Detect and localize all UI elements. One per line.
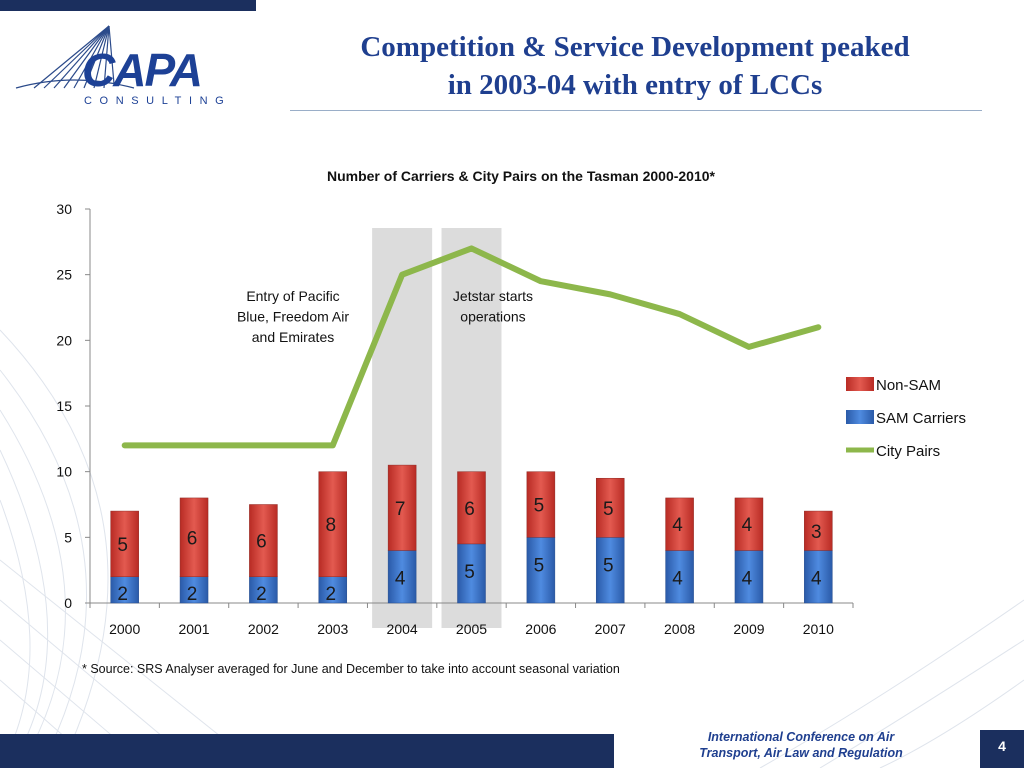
x-tick-label: 2008 xyxy=(664,621,695,637)
bar-non-sam xyxy=(387,464,417,551)
bar-non-sam xyxy=(249,504,278,577)
conference-line1: International Conference on Air xyxy=(707,730,895,744)
data-label-non-sam: 5 xyxy=(117,535,128,556)
x-tick-label: 2002 xyxy=(248,621,279,637)
data-label-non-sam: 7 xyxy=(395,499,406,520)
data-label-sam: 5 xyxy=(464,562,475,583)
page-number: 4 xyxy=(980,730,1024,768)
data-label-non-sam: 4 xyxy=(672,515,683,536)
bar-sam-carriers xyxy=(595,537,625,604)
data-label-non-sam: 6 xyxy=(256,532,267,553)
line-city-pairs xyxy=(121,245,822,449)
slide-title-line2: in 2003-04 with entry of LCCs xyxy=(447,69,823,101)
y-tick-label: 5 xyxy=(64,529,72,545)
conference-line2: Transport, Air Law and Regulation xyxy=(699,746,903,760)
annotation-2004: Blue, Freedom Air xyxy=(237,309,349,325)
data-label-sam: 5 xyxy=(534,555,545,576)
legend-label: Non-SAM xyxy=(876,377,941,394)
title-divider xyxy=(290,110,982,111)
data-label-non-sam: 8 xyxy=(325,515,336,536)
bar-non-sam xyxy=(457,471,486,545)
bar-non-sam xyxy=(665,497,694,551)
data-label-non-sam: 6 xyxy=(464,499,475,520)
chart-title: Number of Carriers & City Pairs on the T… xyxy=(327,168,716,184)
y-tick-label: 15 xyxy=(56,398,72,414)
x-tick-label: 2010 xyxy=(803,621,834,637)
y-tick-label: 0 xyxy=(64,595,72,611)
annotation-2005: Jetstar starts xyxy=(453,288,533,304)
legend-label: City Pairs xyxy=(876,443,940,460)
capa-logo: CAPA CONSULTING xyxy=(14,22,264,112)
bar-sam-carriers xyxy=(665,550,694,604)
x-tick-label: 2001 xyxy=(178,621,209,637)
top-accent-bar xyxy=(0,0,256,11)
y-tick-label: 25 xyxy=(56,267,72,283)
data-label-sam: 2 xyxy=(256,584,267,605)
data-label-non-sam: 5 xyxy=(534,496,545,517)
x-tick-label: 2004 xyxy=(387,621,418,637)
x-tick-label: 2009 xyxy=(733,621,764,637)
bar-sam-carriers xyxy=(179,576,209,604)
data-label-non-sam: 6 xyxy=(187,528,198,549)
bar-sam-carriers xyxy=(387,550,417,604)
legend-label: SAM Carriers xyxy=(876,410,966,427)
bar-non-sam xyxy=(595,477,625,538)
slide-title: Competition & Service Development peaked… xyxy=(290,28,980,104)
bar-non-sam xyxy=(110,510,139,577)
source-footnote: * Source: SRS Analyser averaged for June… xyxy=(82,662,620,676)
data-label-sam: 2 xyxy=(117,584,128,605)
data-label-sam: 4 xyxy=(811,568,822,589)
x-tick-label: 2005 xyxy=(456,621,487,637)
data-label-sam: 2 xyxy=(325,584,336,605)
annotation-2005: operations xyxy=(460,309,525,325)
x-tick-label: 2000 xyxy=(109,621,140,637)
data-label-sam: 2 xyxy=(187,584,198,605)
data-label-sam: 4 xyxy=(742,568,753,589)
x-tick-label: 2007 xyxy=(595,621,626,637)
data-label-sam: 5 xyxy=(603,555,614,576)
slide-title-line1: Competition & Service Development peaked xyxy=(360,31,910,63)
data-label-non-sam: 5 xyxy=(603,499,614,520)
logo-main-text: CAPA xyxy=(82,44,201,96)
bar-sam-carriers xyxy=(110,576,139,604)
legend-swatch xyxy=(846,377,874,391)
bar-sam-carriers xyxy=(318,576,348,604)
legend-swatch xyxy=(846,410,874,424)
bar-non-sam xyxy=(526,471,556,538)
data-label-sam: 4 xyxy=(672,568,683,589)
data-label-non-sam: 3 xyxy=(811,522,822,543)
annotation-2004: Entry of Pacific xyxy=(246,288,339,304)
carriers-city-pairs-chart: Number of Carriers & City Pairs on the T… xyxy=(56,168,966,637)
y-tick-label: 10 xyxy=(56,464,72,480)
data-label-sam: 4 xyxy=(395,568,406,589)
logo-sub-text: CONSULTING xyxy=(84,95,231,107)
annotation-2004: and Emirates xyxy=(252,329,334,345)
bar-non-sam xyxy=(318,471,348,577)
bar-sam-carriers xyxy=(804,550,833,604)
bar-non-sam xyxy=(734,497,764,551)
bottom-accent-bar xyxy=(0,734,614,768)
bar-non-sam xyxy=(804,510,833,551)
x-tick-label: 2006 xyxy=(525,621,556,637)
bar-sam-carriers xyxy=(457,543,486,604)
bar-sam-carriers xyxy=(734,550,764,604)
x-tick-label: 2003 xyxy=(317,621,348,637)
conference-name: International Conference on Air Transpor… xyxy=(670,729,932,761)
y-tick-label: 20 xyxy=(56,332,72,348)
data-label-non-sam: 4 xyxy=(742,515,753,536)
bar-non-sam xyxy=(179,497,209,577)
y-tick-label: 30 xyxy=(56,201,72,217)
